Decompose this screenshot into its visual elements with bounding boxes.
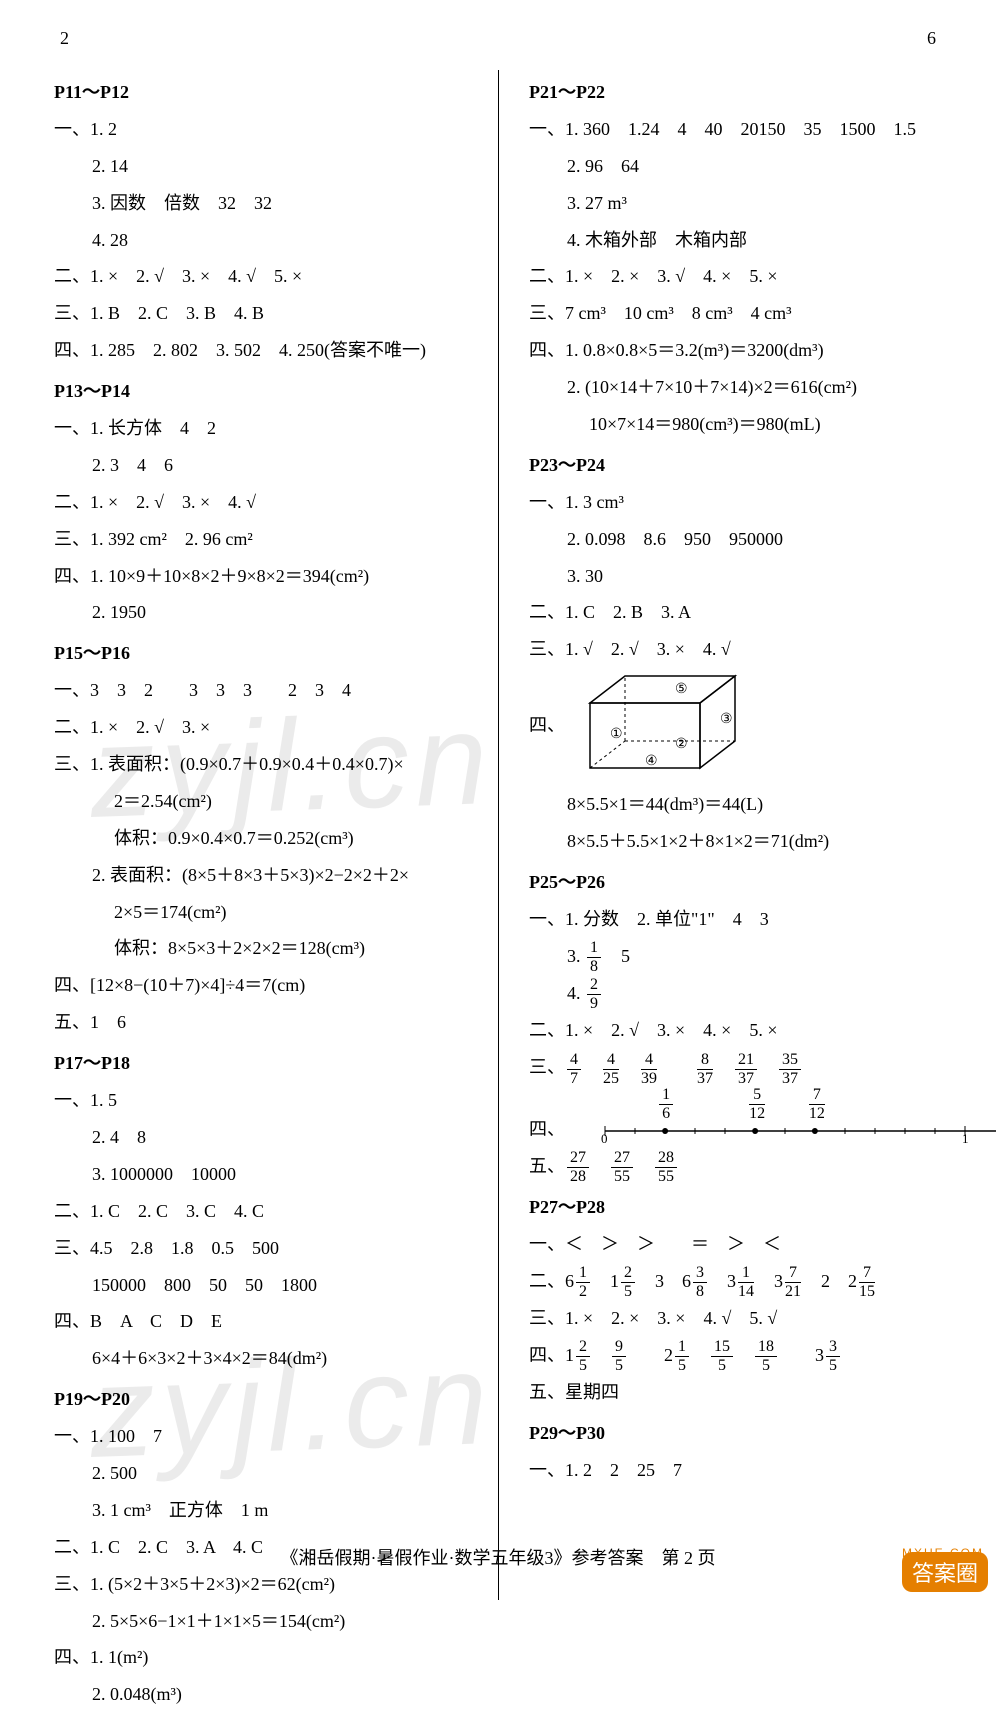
answer-line: 二、1. × 2. √ 3. × 4. √: [54, 484, 476, 521]
answer-line: 4. 28: [54, 222, 476, 259]
section-header: P15～P16: [54, 635, 476, 672]
answer-line: 2×5＝174(cm²): [54, 894, 476, 931]
answer-line: 二、1. C 2. C 3. C 4. C: [54, 1193, 476, 1230]
right-column: P21～P22 一、1. 360 1.24 4 40 20150 35 1500…: [498, 70, 996, 1600]
answer-line: 四、1. 285 2. 802 3. 502 4. 250(答案不唯一): [54, 332, 476, 369]
answer-line: 2. 1950: [54, 594, 476, 631]
answer-line: 一、1. 2: [54, 111, 476, 148]
answer-line: 四、125 95 215 155 185 335: [529, 1337, 974, 1374]
section-header: P19～P20: [54, 1381, 476, 1418]
label: 四、: [529, 715, 565, 735]
answer-line: 二、1. × 2. √ 3. × 4. × 5. ×: [529, 1012, 974, 1049]
answer-line: 一、3 3 2 3 3 3 2 3 4: [54, 672, 476, 709]
answer-line: 2. 0.098 8.6 950 950000: [529, 521, 974, 558]
answer-line: 三、1. (5×2＋3×5＋2×3)×2＝62(cm²): [54, 1566, 476, 1603]
cuboid-diagram: ① ② ③ ④ ⑤: [580, 668, 750, 786]
answer-line: 三、1. 表面积：(0.9×0.7＋0.9×0.4＋0.4×0.7)×: [54, 746, 476, 783]
answer-line: 一、1. 2 2 25 7: [529, 1452, 974, 1489]
label: 四、: [529, 1087, 565, 1148]
answer-line: 一、1. 100 7: [54, 1418, 476, 1455]
answer-line: 3. 1 cm³ 正方体 1 m: [54, 1492, 476, 1529]
page-number-right: 6: [927, 28, 936, 49]
answer-line: 2. 96 64: [529, 148, 974, 185]
answer-line: 2. (10×14＋7×10＋7×14)×2＝616(cm²): [529, 369, 974, 406]
answer-line: 体积：8×5×3＋2×2×2＝128(cm³): [54, 930, 476, 967]
answer-line: 五、1 6: [54, 1004, 476, 1041]
section-header: P17～P18: [54, 1045, 476, 1082]
page-number-left: 2: [60, 28, 69, 49]
section-header: P11～P12: [54, 74, 476, 111]
svg-text:②: ②: [675, 737, 688, 752]
answer-line: 150000 800 50 50 1800: [54, 1267, 476, 1304]
number-line-row: 四、 1651271201: [529, 1087, 974, 1148]
page-footer: 《湘岳假期·暑假作业·数学五年级3》参考答案 第 2 页: [0, 1544, 996, 1570]
answer-line: 一、＜ ＞ ＞ ＝ ＞ ＜: [529, 1226, 974, 1263]
answer-line: 三、1. B 2. C 3. B 4. B: [54, 295, 476, 332]
answer-line: 二、612 125 3 638 3114 3721 2 2715: [529, 1263, 974, 1300]
answer-line: 五、2728 2755 2855: [529, 1148, 974, 1185]
section-header: P29～P30: [529, 1415, 974, 1452]
answer-line: 3. 18 5: [529, 938, 974, 975]
answer-line: 2. 500: [54, 1455, 476, 1492]
answer-line: 三、1. 392 cm² 2. 96 cm²: [54, 521, 476, 558]
answer-line: 五、星期四: [529, 1374, 974, 1411]
left-column: P11～P12 一、1. 2 2. 14 3. 因数 倍数 32 32 4. 2…: [0, 70, 498, 1600]
answer-line: 4. 木箱外部 木箱内部: [529, 222, 974, 259]
answer-line: 三、1. × 2. × 3. × 4. √ 5. √: [529, 1300, 974, 1337]
corner-badge: 答案圈: [902, 1552, 988, 1592]
answer-line: 二、1. × 2. × 3. √ 4. × 5. ×: [529, 258, 974, 295]
answer-line: 一、1. 分数 2. 单位"1" 4 3: [529, 901, 974, 938]
answer-line: 四、1. 1(m²): [54, 1639, 476, 1676]
number-line: 1651271201: [595, 1091, 996, 1131]
answer-line: 2. 5×5×6−1×1＋1×1×5＝154(cm²): [54, 1603, 476, 1640]
answer-line: 四、1. 0.8×0.8×5＝3.2(m³)＝3200(dm³): [529, 332, 974, 369]
answer-line: 3. 30: [529, 558, 974, 595]
two-column-layout: P11～P12 一、1. 2 2. 14 3. 因数 倍数 32 32 4. 2…: [0, 0, 996, 1600]
section-header: P13～P14: [54, 373, 476, 410]
answer-line: 2. 0.048(m³): [54, 1676, 476, 1713]
answer-line: 4. 29: [529, 975, 974, 1012]
section-header: P27～P28: [529, 1189, 974, 1226]
answer-line: 三、7 cm³ 10 cm³ 8 cm³ 4 cm³: [529, 295, 974, 332]
answer-line: 四、[12×8−(10＋7)×4]÷4＝7(cm): [54, 967, 476, 1004]
answer-line: 3. 27 m³: [529, 185, 974, 222]
answer-line: 体积：0.9×0.4×0.7＝0.252(cm³): [54, 820, 476, 857]
answer-line: 三、1. √ 2. √ 3. × 4. √: [529, 631, 974, 668]
answer-line: 2. 4 8: [54, 1119, 476, 1156]
answer-line: 3. 1000000 10000: [54, 1156, 476, 1193]
answer-line: 2. 表面积：(8×5＋8×3＋5×3)×2−2×2＋2×: [54, 857, 476, 894]
section-header: P21～P22: [529, 74, 974, 111]
answer-line: 6×4＋6×3×2＋3×4×2＝84(dm²): [54, 1340, 476, 1377]
svg-text:1: 1: [962, 1131, 969, 1143]
answer-line: 2. 3 4 6: [54, 447, 476, 484]
answer-line: 2. 14: [54, 148, 476, 185]
answer-line: 一、1. 360 1.24 4 40 20150 35 1500 1.5: [529, 111, 974, 148]
section-header: P23～P24: [529, 447, 974, 484]
answer-line: 2＝2.54(cm²): [54, 783, 476, 820]
answer-line: 二、1. × 2. √ 3. × 4. √ 5. ×: [54, 258, 476, 295]
answer-line: 三、47 425 439 837 2137 3537: [529, 1049, 974, 1086]
answer-line: 二、1. × 2. √ 3. ×: [54, 709, 476, 746]
svg-text:③: ③: [720, 712, 733, 727]
answer-line: 一、1. 5: [54, 1082, 476, 1119]
section-header: P25～P26: [529, 864, 974, 901]
svg-text:⑤: ⑤: [675, 682, 688, 697]
answer-line: 8×5.5＋5.5×1×2＋8×1×2＝71(dm²): [529, 823, 974, 860]
answer-line: 四、1. 10×9＋10×8×2＋9×8×2＝394(cm²): [54, 558, 476, 595]
answer-line: 3. 因数 倍数 32 32: [54, 185, 476, 222]
answer-line: 四、B A C D E: [54, 1303, 476, 1340]
svg-text:0: 0: [601, 1131, 608, 1143]
svg-text:①: ①: [610, 727, 623, 742]
answer-line-with-diagram: 四、 ① ② ③ ④ ⑤: [529, 668, 974, 786]
answer-line: 二、1. C 2. B 3. A: [529, 594, 974, 631]
answer-line: 8×5.5×1＝44(dm³)＝44(L): [529, 786, 974, 823]
answer-line: 一、1. 3 cm³: [529, 484, 974, 521]
answer-line: 一、1. 长方体 4 2: [54, 410, 476, 447]
answer-line: 三、4.5 2.8 1.8 0.5 500: [54, 1230, 476, 1267]
answer-line: 10×7×14＝980(cm³)＝980(mL): [529, 406, 974, 443]
svg-text:④: ④: [645, 754, 658, 769]
